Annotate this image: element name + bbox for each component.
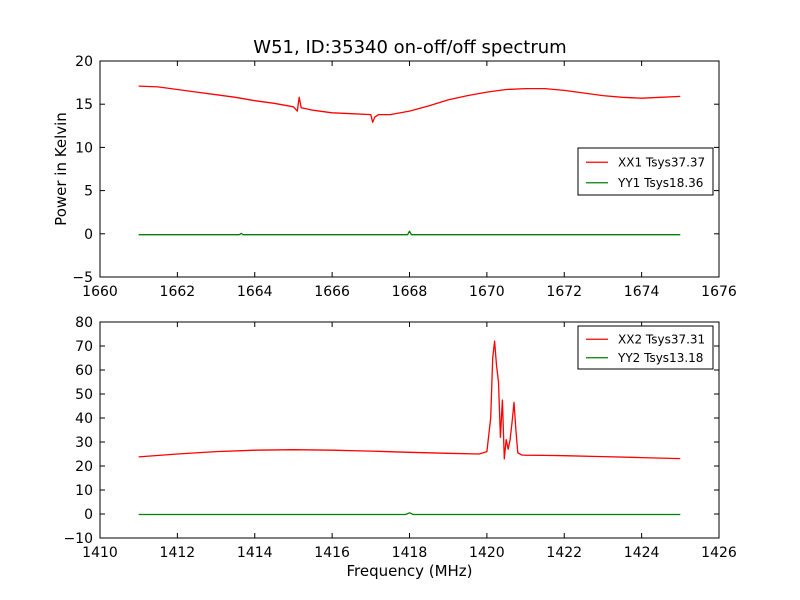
- chart-1-x-tick-label: 1422: [546, 545, 582, 561]
- chart-1-y-tick-label: 30: [75, 435, 93, 451]
- top-panel: 1660 1662 1664 1666 1668 1670 1672 1674 1676 −5 0 5…: [52, 54, 737, 300]
- chart-1-y-tick-label: 40: [75, 411, 93, 427]
- chart-1-legend-label-0: XX2 Tsys37.31: [618, 332, 705, 346]
- chart-1-legend-label-1: YY2 Tsys13.18: [617, 351, 703, 365]
- chart-0-y-tick-label: 20: [75, 54, 93, 70]
- chart-0-x-tick-label: 1660: [82, 284, 118, 300]
- chart-1-legend-box: [577, 325, 714, 370]
- chart-1-x-tick-label: 1416: [314, 545, 350, 561]
- chart-1-x-tick-label: 1426: [701, 545, 737, 561]
- chart-0-y-tick-label: 0: [84, 227, 93, 243]
- chart-0-y-tick-label: 10: [75, 140, 93, 156]
- bottom-panel: 1410 1412 1414 1416 1418 1420 1422 1424 1426 −10 0…: [63, 315, 736, 580]
- chart-1-y-tick-label: 80: [75, 315, 93, 331]
- chart-1-x-tick-label: 1420: [469, 545, 505, 561]
- chart-title: W51, ID:35340 on-off/off spectrum: [253, 37, 566, 58]
- chart-1-y-tick-label: 20: [75, 459, 93, 475]
- chart-1-series-1-line: [138, 512, 681, 516]
- chart-1-y-tick-label: 70: [75, 339, 93, 355]
- chart-0-x-tick-label: 1666: [314, 284, 350, 300]
- chart-0-series-1-line: [138, 230, 681, 236]
- chart-0-x-tick-label: 1670: [469, 284, 505, 300]
- chart-0-legend: XX1 Tsys37.37 YY1 Tsys18.36: [577, 147, 714, 196]
- chart-0-y-axis-label: Power in Kelvin: [52, 112, 70, 226]
- chart-0-y-tick-label: 15: [75, 97, 93, 113]
- chart-1-series-0-line: [138, 340, 681, 460]
- chart-1-x-tick-label: 1418: [392, 545, 428, 561]
- chart-0-series-0-line: [138, 85, 681, 123]
- chart-0-x-tick-label: 1674: [624, 284, 660, 300]
- chart-1-x-tick-label: 1414: [237, 545, 273, 561]
- chart-0-legend-box: [577, 147, 714, 196]
- chart-0-x-tick-label: 1664: [237, 284, 273, 300]
- chart-1-y-tick-label: 60: [75, 363, 93, 379]
- chart-0-legend-label-0: XX1 Tsys37.37: [618, 155, 705, 169]
- chart-0-y-tick-label: −5: [72, 270, 93, 286]
- chart-1-x-axis-label: Frequency (MHz): [346, 562, 472, 580]
- chart-1-y-tick-label: 50: [75, 387, 93, 403]
- chart-0-legend-label-1: YY1 Tsys18.36: [617, 176, 703, 190]
- chart-1-x-tick-label: 1412: [160, 545, 196, 561]
- chart-0-x-tick-label: 1672: [546, 284, 582, 300]
- chart-0-x-tick-label: 1668: [392, 284, 428, 300]
- chart-0-x-tick-label: 1662: [160, 284, 196, 300]
- chart-1-y-tick-label: −10: [63, 531, 93, 547]
- chart-0-x-tick-label: 1676: [701, 284, 737, 300]
- chart-1-y-tick-label: 0: [84, 507, 93, 523]
- chart-1-x-tick-label: 1410: [82, 545, 118, 561]
- chart-1-y-tick-label: 10: [75, 483, 93, 499]
- chart-1-legend: XX2 Tsys37.31 YY2 Tsys13.18: [577, 325, 714, 370]
- chart-1-x-tick-label: 1424: [624, 545, 660, 561]
- chart-0-y-tick-label: 5: [84, 184, 93, 200]
